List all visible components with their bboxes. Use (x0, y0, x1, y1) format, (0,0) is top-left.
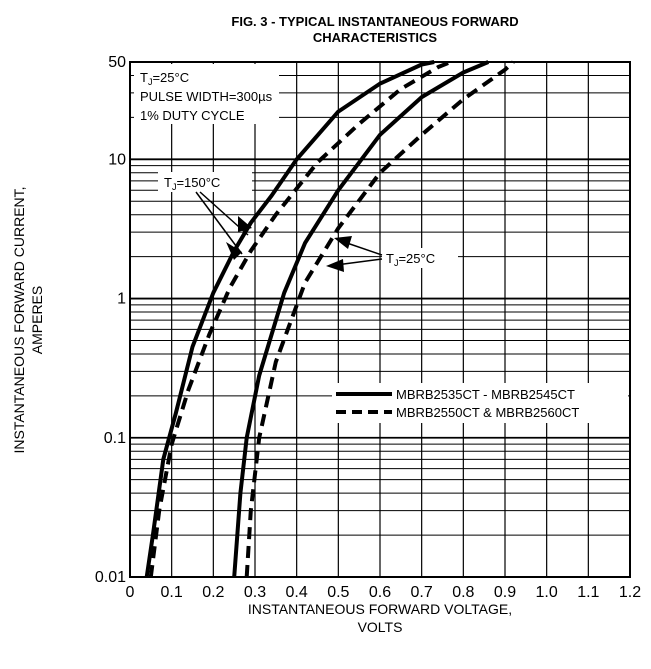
plot-frame (129, 61, 631, 578)
y-axis-label-line2: AMPERES (29, 286, 45, 354)
x-tick-label: 1.1 (577, 584, 599, 601)
annotation-150-box (158, 172, 252, 192)
condition-pulse-width: PULSE WIDTH=300µs (140, 89, 273, 104)
condition-tj: TJ=25°C (140, 70, 189, 87)
x-tick-label: 0.8 (452, 584, 474, 601)
annotation-25-arrow-1 (343, 241, 383, 256)
annotation-150-arrow-2 (195, 191, 243, 255)
chart-title-line2: CHARACTERISTICS (313, 30, 438, 45)
x-tick-label: 0.4 (286, 584, 308, 601)
x-tick-label: 0.7 (411, 584, 433, 601)
annotation-25-label: TJ=25°C (386, 251, 435, 268)
annotation-25-box (382, 248, 458, 268)
x-tick-labels: 0 0.1 0.2 0.3 0.4 0.5 0.6 0.7 0.8 0.9 1.0 1.1 1.2 (126, 584, 642, 601)
annotation-25-arrow-2 (335, 258, 383, 266)
legend-box (332, 383, 628, 423)
annotation-25-arrowhead-1 (334, 236, 352, 249)
grid (130, 62, 630, 577)
annotation-25-arrowhead-2 (326, 259, 344, 272)
y-axis-label-line1: INSTANTANEOUS FORWARD CURRENT, (11, 186, 27, 453)
x-axis-label-line2: VOLTS (358, 619, 403, 635)
x-tick-label: 0.3 (244, 584, 266, 601)
annotation-150-arrowhead-2 (226, 242, 242, 260)
curve-mbrb2550-2560-tj150 (148, 60, 452, 578)
x-tick-label: 1.2 (619, 584, 641, 601)
curves (144, 60, 515, 578)
y-tick-label: 0.1 (104, 430, 126, 447)
x-tick-label: 0.6 (369, 584, 391, 601)
condition-duty-cycle: 1% DUTY CYCLE (140, 108, 245, 123)
x-tick-label: 0 (126, 584, 135, 601)
x-axis-label-line1: INSTANTANEOUS FORWARD VOLTAGE, (248, 601, 512, 617)
y-tick-labels: 50 10 1 0.1 0.01 (95, 54, 126, 586)
x-tick-label: 0.5 (327, 584, 349, 601)
y-tick-label: 0.01 (95, 569, 126, 586)
curve-mbrb2535-2545-tj25 (232, 60, 490, 578)
annotation-150-arrowhead-1 (238, 216, 252, 232)
x-tick-label: 0.9 (494, 584, 516, 601)
y-tick-label: 10 (108, 151, 126, 168)
x-tick-label: 0.2 (202, 584, 224, 601)
annotation-150-label: TJ=150°C (164, 175, 220, 192)
curve-mbrb2535-2545-tj150 (144, 60, 435, 578)
conditions-box (134, 64, 279, 124)
legend-dashed-label: MBRB2550CT & MBRB2560CT (396, 405, 579, 420)
chart-title-line1: FIG. 3 - TYPICAL INSTANTANEOUS FORWARD (231, 14, 518, 29)
x-tick-label: 0.1 (161, 584, 183, 601)
y-tick-label: 50 (108, 54, 126, 71)
curve-mbrb2550-2560-tj25 (244, 60, 515, 578)
legend-solid-label: MBRB2535CT - MBRB2545CT (396, 387, 575, 402)
x-tick-label: 1.0 (536, 584, 558, 601)
y-tick-label: 1 (117, 291, 126, 308)
